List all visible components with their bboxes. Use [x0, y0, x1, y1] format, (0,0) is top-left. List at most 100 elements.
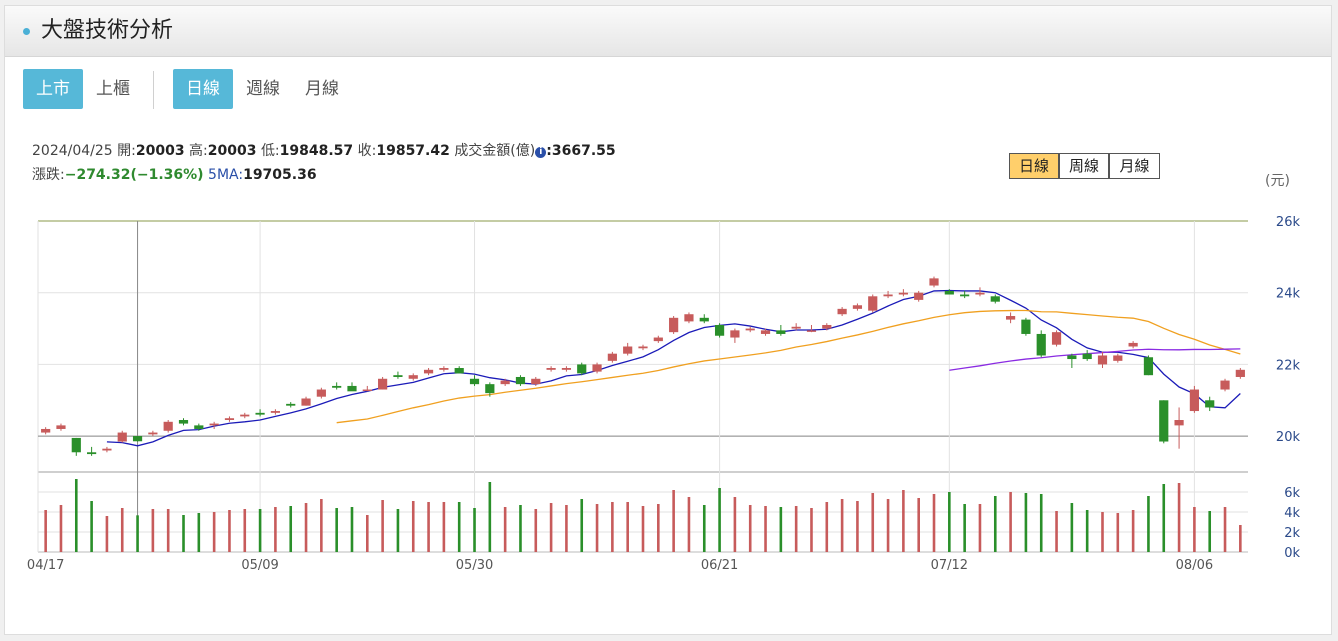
- candle-body: [914, 292, 924, 300]
- volume-bar: [948, 492, 951, 552]
- volume-bar: [519, 505, 522, 552]
- tab-listed[interactable]: 上市: [23, 69, 83, 109]
- candle-body: [1220, 380, 1230, 390]
- volume-bar: [764, 506, 767, 552]
- candle-body: [439, 368, 449, 370]
- volume-tick-label: 2k: [1284, 526, 1300, 541]
- low-value: 19848.57: [279, 143, 354, 159]
- volume-bar: [718, 488, 721, 552]
- candle-body: [760, 330, 771, 334]
- volume-bar: [1101, 512, 1104, 552]
- volume-bar: [442, 502, 446, 552]
- candle-body: [1113, 355, 1123, 361]
- volume-bar: [320, 499, 323, 552]
- ma-mid-line: [336, 309, 1241, 424]
- candle-body: [148, 432, 158, 435]
- info-date: 2024/04/25: [32, 143, 113, 159]
- candle-body: [561, 368, 572, 370]
- volume-bar: [366, 515, 369, 552]
- candle-body: [776, 330, 786, 334]
- candle-body: [41, 428, 51, 433]
- range-weekly-button[interactable]: 周線: [1059, 153, 1109, 179]
- candle-body: [546, 368, 556, 370]
- volume-bar: [381, 500, 384, 552]
- candle-body: [1235, 369, 1245, 377]
- candle-body: [301, 398, 311, 406]
- tab-divider: [153, 71, 154, 109]
- candle-body: [975, 292, 985, 295]
- candle-body: [1174, 420, 1184, 426]
- volume-bar: [641, 506, 645, 552]
- candle-body: [332, 385, 342, 388]
- volume-bar: [626, 502, 629, 552]
- candle-body: [117, 432, 127, 442]
- candle-body: [929, 278, 939, 286]
- volume-bar: [1131, 510, 1135, 552]
- candle-body: [730, 330, 740, 338]
- change-label: 漲跌:: [32, 167, 65, 183]
- candle-body: [1021, 319, 1031, 334]
- price-unit: (元): [1265, 173, 1290, 189]
- volume-bar: [657, 504, 660, 552]
- volume-bar: [963, 504, 966, 552]
- candle-body: [822, 324, 832, 329]
- volume-bar: [840, 499, 844, 552]
- candle-body: [1143, 357, 1154, 376]
- volume-bar: [136, 515, 139, 552]
- price-info-line: 2024/04/25 開:20003 高:20003 低:19848.57 收:…: [32, 140, 616, 160]
- candle-body: [209, 423, 219, 426]
- volume-bar: [503, 507, 507, 552]
- high-label: 高:: [189, 143, 208, 159]
- volume-bar: [197, 513, 201, 552]
- volume-bar: [1039, 494, 1043, 552]
- date-tick-label: 08/06: [1176, 558, 1213, 573]
- volume-bar: [457, 502, 461, 552]
- volume-bar: [212, 512, 216, 552]
- candle-body: [607, 353, 617, 361]
- candle-body: [960, 294, 970, 297]
- range-monthly-button[interactable]: 月線: [1109, 153, 1160, 179]
- volume-bar: [856, 501, 859, 552]
- volume-bar: [335, 508, 338, 552]
- volume-bar: [580, 499, 584, 552]
- tab-monthly[interactable]: 月線: [305, 79, 339, 99]
- candle-body: [944, 290, 954, 295]
- volume-bar: [243, 509, 247, 552]
- volume-tick-label: 6k: [1284, 486, 1300, 501]
- candle-body: [745, 328, 755, 331]
- candle-body: [806, 330, 817, 332]
- tab-daily[interactable]: 日線: [173, 69, 233, 109]
- tab-otc[interactable]: 上櫃: [96, 79, 130, 99]
- volume-bar: [427, 502, 430, 552]
- info-icon[interactable]: i: [535, 147, 547, 158]
- volume-bar: [1162, 484, 1166, 552]
- volume-bar: [74, 479, 78, 552]
- volume-bar: [90, 501, 93, 552]
- volume-bar: [702, 505, 706, 552]
- volume-bar: [1177, 483, 1181, 552]
- volume-bar: [1024, 493, 1028, 552]
- candle-body: [623, 346, 633, 354]
- candle-body: [71, 437, 81, 453]
- volume-bar: [733, 497, 737, 552]
- volume-bar: [886, 499, 890, 552]
- volume-bar: [59, 505, 63, 552]
- volume-bar: [304, 503, 308, 552]
- volume-bar: [396, 509, 400, 552]
- candle-body: [852, 305, 863, 309]
- tech-analysis-panel: 大盤技術分析: [4, 5, 1332, 635]
- tab-weekly[interactable]: 週線: [246, 79, 280, 99]
- volume-bar: [1070, 503, 1074, 552]
- volume-bar: [825, 502, 829, 552]
- volume-bar: [1239, 525, 1242, 552]
- candle-body: [393, 375, 403, 377]
- candle-body: [669, 317, 679, 333]
- range-daily-button[interactable]: 日線: [1009, 153, 1059, 179]
- candle-body: [316, 389, 326, 397]
- volume-bar: [289, 506, 293, 552]
- volume-bar: [1208, 511, 1212, 552]
- candle-body: [132, 436, 143, 442]
- price-tick-label: 20k: [1276, 430, 1301, 445]
- candle-body: [240, 414, 250, 417]
- amount-label: 成交金額(億): [454, 143, 536, 159]
